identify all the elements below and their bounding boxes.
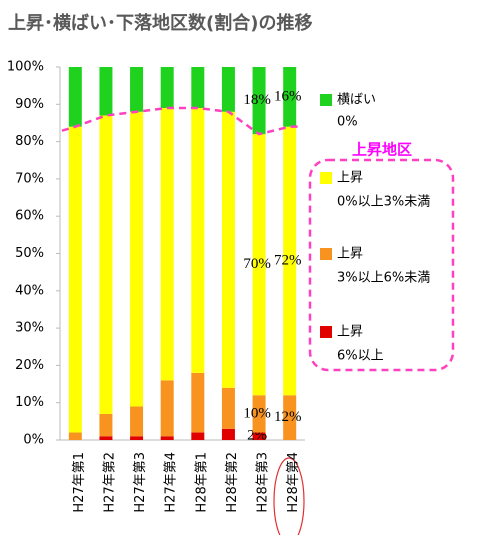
- y-tick-label: 10%: [15, 395, 44, 410]
- x-tick-label: H28年第2: [225, 452, 240, 513]
- x-tick-label: H28年第4: [286, 452, 301, 513]
- x-tick-label: H27年第1: [72, 452, 87, 513]
- bar-segment: [252, 395, 266, 433]
- bar-segment: [283, 126, 297, 396]
- legend-group-title: 上昇地区: [352, 141, 412, 159]
- y-tick-label: 30%: [15, 321, 44, 336]
- bar-segment: [252, 134, 266, 396]
- x-tick-label: H27年第4: [164, 452, 179, 513]
- bar-segment: [68, 432, 82, 440]
- y-tick-label: 20%: [15, 358, 44, 373]
- bar-segment: [160, 380, 174, 437]
- bar-segment: [160, 67, 174, 109]
- bar-segment: [130, 406, 144, 437]
- legend-swatch: [320, 94, 332, 106]
- bar-segment: [221, 428, 235, 440]
- y-tick-label: 90%: [15, 97, 44, 112]
- legend-detail: 0%: [337, 115, 358, 130]
- legend-label: 上昇: [337, 171, 363, 186]
- data-label: 70%: [243, 256, 271, 272]
- bar-segment: [130, 67, 144, 112]
- y-tick-label: 50%: [15, 246, 44, 261]
- x-tick-label: H28年第3: [256, 452, 271, 513]
- legend-label: 上昇: [337, 247, 363, 262]
- legend-detail: 6%以上: [337, 349, 384, 364]
- legend-group-box: [308, 158, 455, 372]
- bar-segment: [191, 372, 205, 433]
- bar-segment: [99, 67, 113, 116]
- y-tick-label: 80%: [15, 134, 44, 149]
- x-tick-label: H27年第2: [102, 452, 117, 513]
- data-label: 72%: [274, 252, 302, 268]
- legend-swatch: [320, 248, 332, 260]
- bar-segment: [130, 436, 144, 440]
- chart-title: 上昇･横ばい･下落地区数(割合)の推移: [8, 12, 312, 34]
- legend-label: 上昇: [337, 325, 363, 340]
- data-label: 12%: [274, 409, 302, 425]
- legend-detail: 0%以上3%未満: [337, 195, 430, 210]
- legend-detail: 3%以上6%未満: [337, 271, 430, 286]
- y-tick-label: 70%: [15, 171, 44, 186]
- x-tick-label: H28年第1: [194, 452, 209, 513]
- bar-segment: [221, 67, 235, 112]
- bar-segment: [99, 413, 113, 437]
- bar-segment: [160, 436, 174, 440]
- legend-label: 横ばい: [337, 93, 376, 108]
- bar-segment: [99, 115, 113, 414]
- data-label: 16%: [274, 88, 302, 104]
- x-tick-label: H27年第3: [133, 452, 148, 513]
- highlight-ellipse: [273, 457, 305, 535]
- legend-swatch: [320, 172, 332, 184]
- y-tick-label: 60%: [15, 209, 44, 224]
- y-tick-label: 40%: [15, 283, 44, 298]
- rise-boundary-line: [61, 106, 300, 136]
- y-tick-label: 0%: [23, 433, 44, 448]
- data-label: 18%: [243, 92, 271, 108]
- bar-segment: [99, 436, 113, 440]
- bar-segment: [252, 432, 266, 440]
- bar-segment: [68, 67, 82, 127]
- legend-swatch: [320, 326, 332, 338]
- bar-segment: [68, 126, 82, 433]
- bar-segment: [160, 108, 174, 381]
- bar-segment: [191, 432, 205, 440]
- bar-segment: [221, 387, 235, 429]
- bar-segment: [191, 67, 205, 109]
- bar-segment: [221, 111, 235, 388]
- bar-segment: [283, 395, 297, 440]
- bar-segment: [130, 111, 144, 407]
- bar-segment: [252, 67, 266, 135]
- y-tick-label: 100%: [7, 60, 44, 75]
- data-label: 10%: [243, 405, 271, 421]
- bar-segment: [283, 67, 297, 127]
- bar-segment: [191, 108, 205, 373]
